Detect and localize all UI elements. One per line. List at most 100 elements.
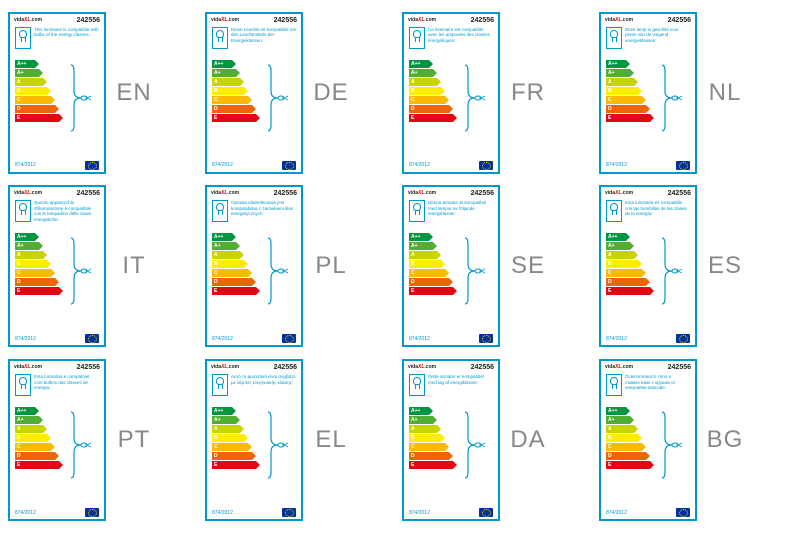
energy-bar-B: B xyxy=(409,260,441,268)
regulation-number: 874/2012 xyxy=(212,336,233,342)
brand-logo: vidaXL.com xyxy=(211,17,239,23)
energy-bar-A: A xyxy=(606,78,634,86)
energy-bar-A++: A++ xyxy=(15,407,35,415)
energy-class-chart: A++A+ABCDE xyxy=(10,405,104,485)
energy-bar-E: E xyxy=(606,114,650,122)
energy-bar-D: D xyxy=(606,105,646,113)
energy-bar-A: A xyxy=(15,78,43,86)
label-cell-ES: vidaXL.com242556Esta luminaria es compat… xyxy=(599,182,792,352)
brace-icon xyxy=(461,407,489,483)
energy-bar-A+: A+ xyxy=(15,416,39,424)
product-id: 242556 xyxy=(77,190,100,197)
language-code: DE xyxy=(307,79,355,107)
product-id: 242556 xyxy=(77,17,100,24)
energy-bar-D: D xyxy=(409,452,449,460)
description-text: Esta luminaria es compatible con las bom… xyxy=(625,200,690,228)
energy-bar-A++: A++ xyxy=(15,60,35,68)
description-text: Deze lamp is geschikt voor peren van de … xyxy=(625,27,690,55)
brand-logo: vidaXL.com xyxy=(605,17,633,23)
energy-bar-C: C xyxy=(606,269,642,277)
eu-flag-icon xyxy=(282,508,296,517)
energy-bar-D: D xyxy=(606,452,646,460)
energy-bar-A+: A+ xyxy=(409,69,433,77)
energy-bar-A: A xyxy=(212,425,240,433)
brace-icon xyxy=(67,233,95,309)
energy-bar-A++: A++ xyxy=(409,233,429,241)
energy-class-chart: A++A+ABCDE xyxy=(601,58,695,138)
energy-bar-B: B xyxy=(212,87,244,95)
description-text: Ce luminaire est compatible avec les amp… xyxy=(428,27,493,55)
bulb-icon xyxy=(212,27,228,49)
brand-logo: vidaXL.com xyxy=(408,364,436,370)
brand-logo: vidaXL.com xyxy=(14,190,42,196)
bulb-icon xyxy=(212,374,228,396)
brand-logo: vidaXL.com xyxy=(211,190,239,196)
energy-label: vidaXL.com242556Esta luminária é compatí… xyxy=(8,359,106,521)
description-text: Questo apparecchio d'illuminazione è com… xyxy=(34,200,99,228)
brace-icon xyxy=(658,407,686,483)
eu-flag-icon xyxy=(479,508,493,517)
energy-bar-C: C xyxy=(606,443,642,451)
energy-class-chart: A++A+ABCDE xyxy=(404,58,498,138)
energy-bar-C: C xyxy=(212,96,248,104)
brand-logo: vidaXL.com xyxy=(14,364,42,370)
energy-bar-B: B xyxy=(606,87,638,95)
energy-bar-D: D xyxy=(15,105,55,113)
energy-bar-A+: A+ xyxy=(212,69,236,77)
energy-bar-D: D xyxy=(409,278,449,286)
product-id: 242556 xyxy=(471,17,494,24)
eu-flag-icon xyxy=(282,334,296,343)
language-code: EN xyxy=(110,79,158,107)
regulation-number: 874/2012 xyxy=(15,510,36,516)
label-cell-EL: vidaXL.com242556Αυτό το φωτιστικό είναι … xyxy=(205,355,398,525)
product-id: 242556 xyxy=(668,364,691,371)
description-text: This luminaire is compatible with bulbs … xyxy=(34,27,99,55)
label-cell-PL: vidaXL.com242556Oprawa oświetleniowa jes… xyxy=(205,182,398,352)
bulb-icon xyxy=(606,27,622,49)
regulation-number: 874/2012 xyxy=(409,336,430,342)
energy-bar-A+: A+ xyxy=(15,242,39,250)
bulb-icon xyxy=(409,200,425,222)
bulb-icon xyxy=(212,200,228,222)
energy-bar-D: D xyxy=(15,452,55,460)
energy-class-chart: A++A+ABCDE xyxy=(10,58,104,138)
energy-bar-A+: A+ xyxy=(212,242,236,250)
language-code: DA xyxy=(504,426,552,454)
energy-label: vidaXL.com242556Ce luminaire est compati… xyxy=(402,12,500,174)
language-code: ES xyxy=(701,252,749,280)
energy-bar-C: C xyxy=(409,269,445,277)
energy-bar-B: B xyxy=(212,434,244,442)
product-id: 242556 xyxy=(471,364,494,371)
language-code: EL xyxy=(307,426,355,454)
regulation-number: 874/2012 xyxy=(409,510,430,516)
energy-bar-E: E xyxy=(409,114,453,122)
energy-bar-A: A xyxy=(409,425,437,433)
language-code: BG xyxy=(701,426,749,454)
energy-bar-A++: A++ xyxy=(409,407,429,415)
product-id: 242556 xyxy=(77,364,100,371)
brace-icon xyxy=(264,60,292,136)
label-cell-EN: vidaXL.com242556This luminaire is compat… xyxy=(8,8,201,178)
energy-bar-A+: A+ xyxy=(409,242,433,250)
energy-bar-C: C xyxy=(409,96,445,104)
energy-bar-A+: A+ xyxy=(606,416,630,424)
language-code: SE xyxy=(504,252,552,280)
energy-label: vidaXL.com242556Αυτό το φωτιστικό είναι … xyxy=(205,359,303,521)
energy-label: vidaXL.com242556Oprawa oświetleniowa jes… xyxy=(205,185,303,347)
energy-bar-C: C xyxy=(212,443,248,451)
energy-bar-E: E xyxy=(409,461,453,469)
description-text: Осветителното тяло е съвместимо с крушки… xyxy=(625,374,690,402)
product-id: 242556 xyxy=(274,190,297,197)
energy-bar-A: A xyxy=(409,78,437,86)
energy-bar-A: A xyxy=(606,251,634,259)
energy-bar-D: D xyxy=(409,105,449,113)
eu-flag-icon xyxy=(676,508,690,517)
eu-flag-icon xyxy=(85,508,99,517)
language-code: NL xyxy=(701,79,749,107)
energy-bar-B: B xyxy=(409,434,441,442)
energy-bar-B: B xyxy=(606,260,638,268)
energy-class-chart: A++A+ABCDE xyxy=(207,405,301,485)
energy-bar-C: C xyxy=(606,96,642,104)
energy-bar-B: B xyxy=(212,260,244,268)
energy-bar-D: D xyxy=(15,278,55,286)
